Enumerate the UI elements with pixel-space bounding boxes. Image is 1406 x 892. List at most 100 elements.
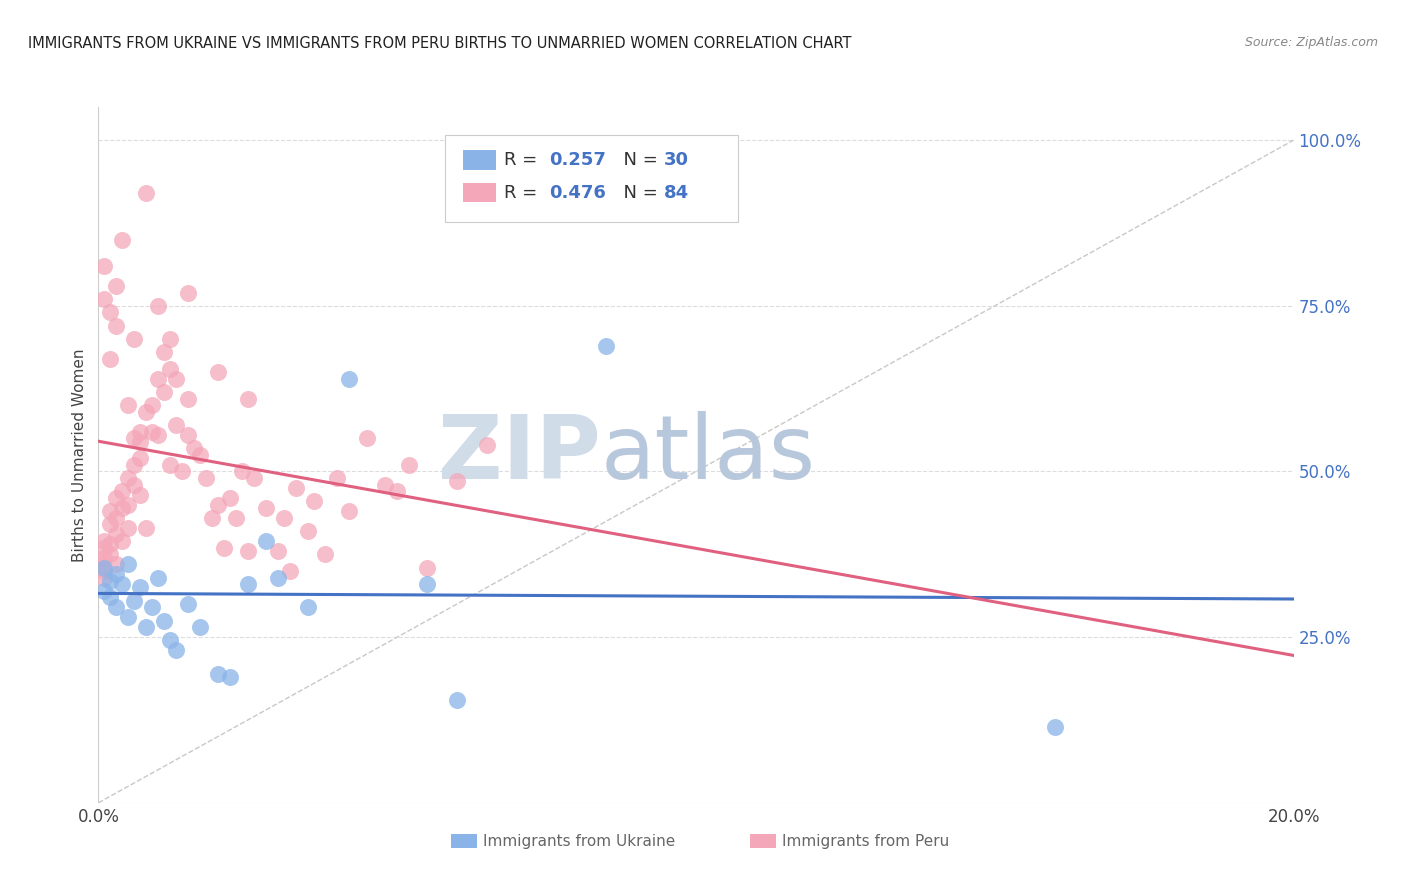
Point — [129, 425, 152, 439]
Point — [267, 544, 290, 558]
Point — [165, 418, 187, 433]
Point — [93, 541, 115, 555]
Point — [105, 318, 128, 333]
Point — [98, 517, 122, 532]
Point — [231, 465, 253, 479]
Point — [148, 372, 170, 386]
Point — [141, 600, 163, 615]
Point — [105, 491, 128, 505]
Point — [93, 259, 115, 273]
Point — [339, 504, 361, 518]
Point — [416, 577, 439, 591]
Point — [117, 398, 139, 412]
Point — [159, 332, 181, 346]
Text: 30: 30 — [664, 151, 689, 169]
Point — [93, 570, 115, 584]
Point — [267, 570, 290, 584]
Text: N =: N = — [613, 151, 664, 169]
Point — [374, 477, 396, 491]
Point — [236, 392, 259, 406]
Point — [105, 527, 128, 541]
Point — [117, 558, 139, 572]
Point — [90, 558, 112, 572]
Point — [129, 488, 152, 502]
Point — [117, 471, 139, 485]
Text: Immigrants from Peru: Immigrants from Peru — [782, 833, 949, 848]
Point — [273, 511, 295, 525]
Point — [117, 521, 139, 535]
FancyBboxPatch shape — [463, 183, 496, 202]
Point — [188, 448, 211, 462]
Point — [475, 438, 498, 452]
Point — [177, 597, 200, 611]
Text: 84: 84 — [664, 184, 689, 202]
Point — [98, 574, 122, 588]
Point — [98, 504, 122, 518]
Point — [1043, 720, 1066, 734]
Text: R =: R = — [503, 184, 543, 202]
Point — [183, 442, 205, 456]
Point — [339, 372, 361, 386]
Point — [98, 547, 122, 561]
Point — [159, 633, 181, 648]
Text: R =: R = — [503, 151, 543, 169]
Point — [129, 581, 152, 595]
Point — [315, 547, 337, 561]
Point — [254, 500, 277, 515]
Point — [188, 620, 211, 634]
Point — [98, 351, 122, 366]
Point — [219, 670, 242, 684]
Text: IMMIGRANTS FROM UKRAINE VS IMMIGRANTS FROM PERU BIRTHS TO UNMARRIED WOMEN CORREL: IMMIGRANTS FROM UKRAINE VS IMMIGRANTS FR… — [28, 36, 852, 51]
Point — [159, 361, 181, 376]
Point — [385, 484, 409, 499]
Point — [225, 511, 247, 525]
Point — [111, 500, 134, 515]
Point — [98, 305, 122, 319]
Point — [93, 292, 115, 306]
Point — [135, 620, 157, 634]
Text: Source: ZipAtlas.com: Source: ZipAtlas.com — [1244, 36, 1378, 49]
Text: ZIP: ZIP — [437, 411, 600, 499]
Point — [356, 431, 378, 445]
Point — [141, 398, 163, 412]
Text: 0.476: 0.476 — [548, 184, 606, 202]
Point — [148, 428, 170, 442]
Point — [326, 471, 349, 485]
Point — [195, 471, 218, 485]
FancyBboxPatch shape — [451, 834, 477, 848]
Point — [207, 666, 229, 681]
Point — [219, 491, 242, 505]
Point — [284, 481, 307, 495]
Point — [124, 593, 146, 607]
FancyBboxPatch shape — [749, 834, 776, 848]
Point — [148, 570, 170, 584]
Point — [148, 299, 170, 313]
Point — [105, 567, 128, 582]
Point — [177, 285, 200, 300]
Point — [93, 534, 115, 549]
Point — [165, 372, 187, 386]
Point — [416, 560, 439, 574]
Point — [135, 405, 157, 419]
Point — [135, 186, 157, 201]
FancyBboxPatch shape — [446, 135, 738, 222]
Point — [117, 498, 139, 512]
Point — [446, 475, 468, 489]
Point — [297, 524, 319, 538]
Point — [124, 458, 146, 472]
Point — [302, 494, 325, 508]
Point — [111, 577, 134, 591]
Point — [446, 693, 468, 707]
Point — [141, 425, 163, 439]
Y-axis label: Births to Unmarried Women: Births to Unmarried Women — [72, 348, 87, 562]
Point — [124, 431, 146, 445]
Point — [111, 484, 134, 499]
Point — [159, 458, 181, 472]
Point — [93, 550, 115, 565]
Point — [93, 564, 115, 578]
Point — [105, 511, 128, 525]
Point — [111, 233, 134, 247]
Point — [153, 614, 176, 628]
Point — [278, 564, 301, 578]
Point — [254, 534, 277, 549]
